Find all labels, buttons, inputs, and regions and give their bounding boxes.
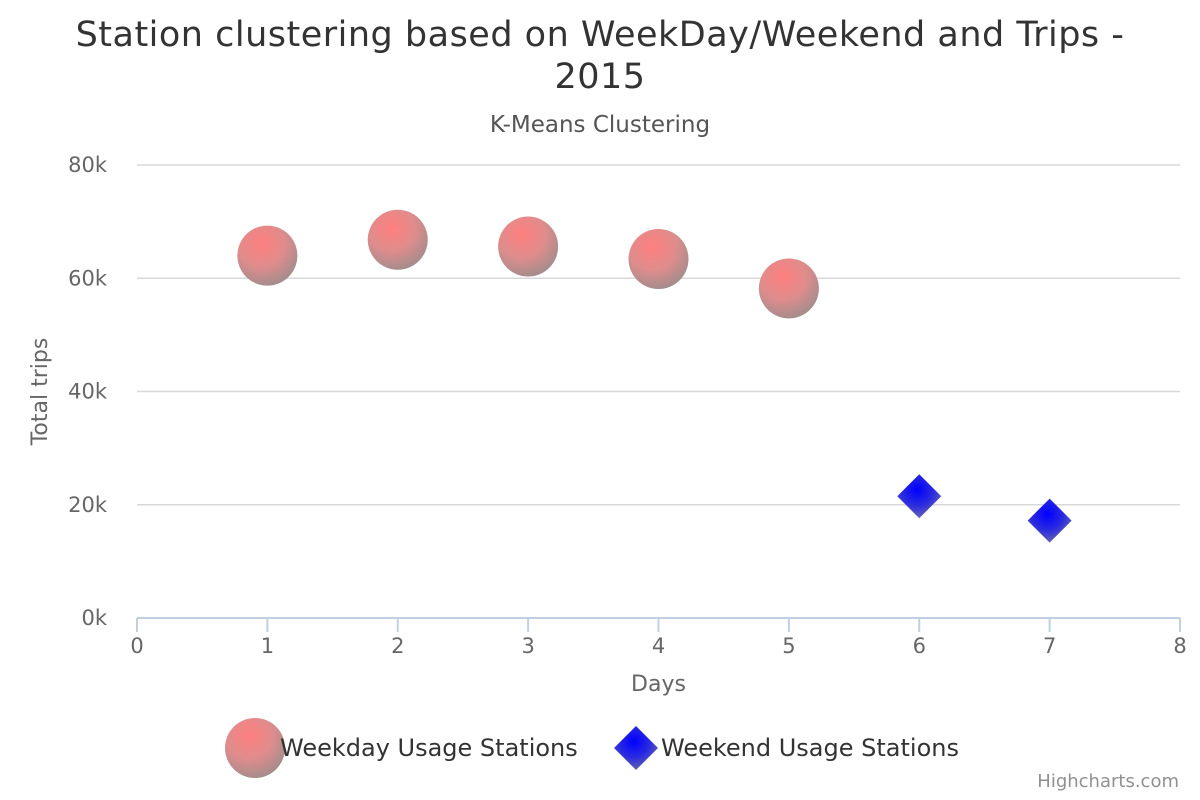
legend-symbol-circle[interactable] — [225, 718, 285, 778]
chart-title: Station clustering based on WeekDay/Week… — [75, 15, 1125, 97]
x-tick-label: 4 — [652, 634, 665, 658]
legend-symbol-diamond[interactable] — [614, 726, 658, 770]
chart-subtitle: K-Means Clustering — [489, 112, 711, 138]
legend-item[interactable]: Weekend Usage Stations — [614, 726, 959, 770]
y-tick-label: 0k — [81, 606, 107, 630]
legend-label: Weekend Usage Stations — [661, 734, 959, 762]
y-tick-label: 80k — [68, 153, 108, 177]
x-tick-label: 6 — [913, 634, 926, 658]
data-point[interactable] — [897, 474, 942, 519]
y-tick-label: 20k — [68, 493, 108, 517]
x-tick-label: 5 — [782, 634, 795, 658]
x-tick-label: 0 — [130, 634, 143, 658]
x-tick-label: 1 — [261, 634, 274, 658]
data-point[interactable] — [237, 225, 298, 286]
series-weekday — [237, 209, 819, 319]
data-point[interactable] — [367, 209, 428, 270]
credits-link[interactable]: Highcharts.com — [1037, 771, 1179, 792]
y-tick-label: 40k — [68, 380, 108, 404]
legend-item[interactable]: Weekday Usage Stations — [225, 718, 578, 778]
x-tick-label: 7 — [1043, 634, 1056, 658]
data-point[interactable] — [758, 258, 819, 319]
y-axis-title: Total trips — [28, 338, 53, 447]
data-point[interactable] — [1027, 498, 1072, 543]
series-weekend — [897, 474, 1072, 543]
legend-label: Weekday Usage Stations — [280, 734, 578, 762]
data-point[interactable] — [628, 228, 689, 289]
y-tick-label: 60k — [68, 266, 108, 290]
data-point[interactable] — [498, 216, 559, 277]
x-tick-label: 8 — [1173, 634, 1186, 658]
x-tick-label: 2 — [391, 634, 404, 658]
x-tick-label: 3 — [521, 634, 534, 658]
x-axis-title: Days — [631, 672, 686, 697]
